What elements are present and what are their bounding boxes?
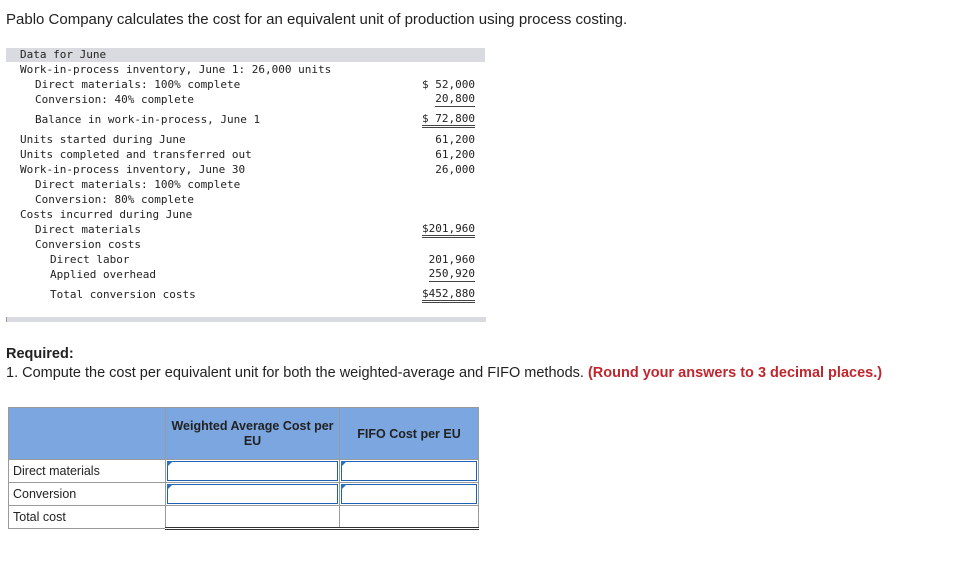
answer-row-total-cost: Total cost	[8, 505, 479, 530]
row-label: Conversion	[8, 482, 166, 506]
data-row: Balance in work-in-process, June 1 $ 72,…	[6, 112, 485, 128]
row-label: Conversion: 80% complete	[35, 193, 194, 206]
row-value: 20,800	[435, 92, 475, 107]
data-row: Direct labor 201,960	[6, 252, 485, 267]
input-box[interactable]	[341, 461, 477, 481]
problem-intro: Pablo Company calculates the cost for an…	[6, 11, 628, 28]
data-row: Applied overhead 250,920	[6, 267, 485, 282]
row-label: Conversion: 40% complete	[35, 93, 194, 106]
header-weighted-average: Weighted Average Cost per EU	[165, 407, 340, 460]
rounding-note: (Round your answers to 3 decimal places.…	[587, 365, 883, 381]
data-row: Direct materials $201,960	[6, 222, 485, 238]
fifo-total-cell	[339, 505, 479, 530]
row-label: Applied overhead	[50, 268, 156, 281]
row-value: 250,920	[428, 267, 475, 282]
instruction-text: 1. Compute the cost per equivalent unit …	[6, 365, 882, 381]
header-fifo: FIFO Cost per EU	[339, 407, 479, 460]
flag-icon	[341, 484, 347, 490]
row-value: $ 72,800	[422, 112, 475, 128]
required-heading: Required:	[6, 346, 74, 362]
row-value: 201,960	[428, 253, 475, 266]
fifo-conversion-input[interactable]	[339, 482, 479, 506]
data-row: Total conversion costs $452,880	[6, 287, 485, 303]
row-label: Units started during June	[20, 133, 186, 146]
data-row: Direct materials: 100% complete	[6, 177, 485, 192]
row-label: Direct materials	[35, 223, 141, 236]
row-value: 61,200	[435, 133, 475, 146]
weighted-average-direct-materials-input[interactable]	[165, 459, 340, 483]
data-row: Conversion costs	[6, 237, 485, 252]
data-row: Conversion: 40% complete 20,800	[6, 92, 485, 107]
row-label: Direct labor	[50, 253, 130, 266]
row-label: Work-in-process inventory, June 1: 26,00…	[20, 63, 332, 76]
row-label: Direct materials	[8, 459, 166, 483]
row-label: Total cost	[8, 505, 166, 529]
header-blank	[8, 407, 166, 460]
row-label: Units completed and transferred out	[20, 148, 252, 161]
weighted-average-total-cell	[165, 505, 340, 530]
flag-icon	[167, 484, 173, 490]
row-value: $201,960	[422, 222, 475, 238]
data-row: Direct materials: 100% complete $ 52,000	[6, 77, 485, 92]
data-table-footer	[6, 317, 486, 322]
data-row: Work-in-process inventory, June 1: 26,00…	[6, 62, 485, 77]
row-label: Direct materials: 100% complete	[35, 78, 241, 91]
data-table: Data for June Work-in-process inventory,…	[6, 48, 486, 322]
input-box[interactable]	[167, 461, 338, 481]
data-row: Work-in-process inventory, June 30 26,00…	[6, 162, 485, 177]
fifo-direct-materials-input[interactable]	[339, 459, 479, 483]
flag-icon	[167, 461, 173, 467]
answer-header-row: Weighted Average Cost per EU FIFO Cost p…	[8, 407, 479, 460]
input-box[interactable]	[341, 484, 477, 504]
row-value: $ 52,000	[422, 78, 475, 91]
row-label: Costs incurred during June	[20, 208, 193, 221]
row-value: $452,880	[422, 287, 475, 303]
answer-row-direct-materials: Direct materials	[8, 459, 479, 483]
data-table-header: Data for June	[6, 48, 485, 62]
row-label: Balance in work-in-process, June 1	[35, 113, 261, 126]
row-label: Direct materials: 100% complete	[35, 178, 241, 191]
input-box[interactable]	[167, 484, 338, 504]
data-row: Conversion: 80% complete	[6, 192, 485, 207]
row-value: 26,000	[435, 163, 475, 176]
row-value: 61,200	[435, 148, 475, 161]
data-row: Costs incurred during June	[6, 207, 485, 222]
data-row: Units completed and transferred out 61,2…	[6, 147, 485, 162]
answer-table: Weighted Average Cost per EU FIFO Cost p…	[8, 407, 479, 530]
flag-icon	[341, 461, 347, 467]
row-label: Work-in-process inventory, June 30	[20, 163, 246, 176]
answer-row-conversion: Conversion	[8, 482, 479, 506]
weighted-average-conversion-input[interactable]	[165, 482, 340, 506]
data-row: Units started during June 61,200	[6, 132, 485, 147]
row-label: Total conversion costs	[50, 288, 196, 301]
instruction-body: 1. Compute the cost per equivalent unit …	[6, 365, 584, 381]
row-label: Conversion costs	[35, 238, 141, 251]
